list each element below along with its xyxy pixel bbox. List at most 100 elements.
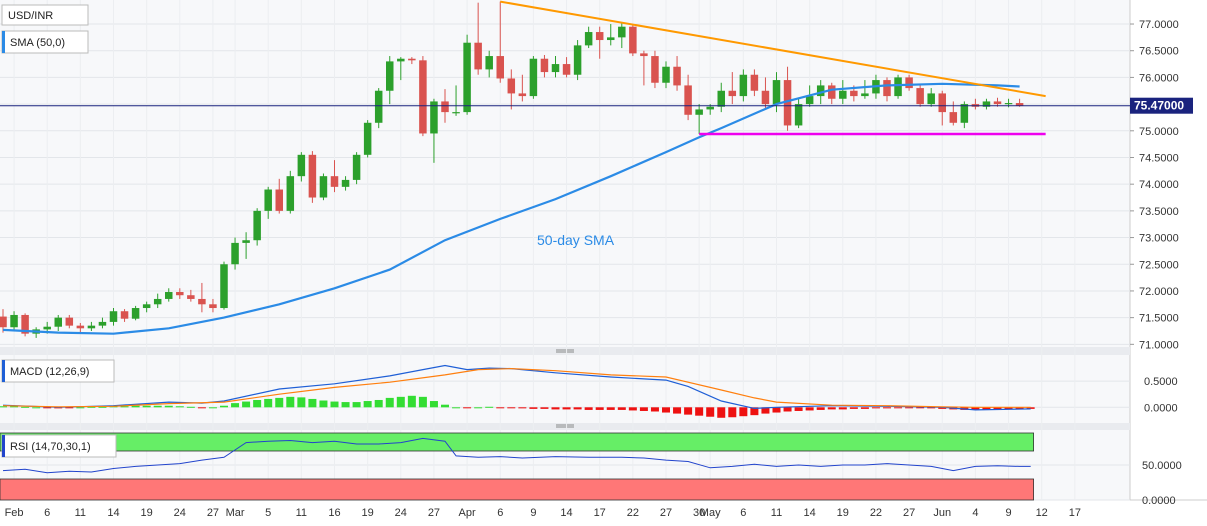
- candle: [176, 288, 184, 299]
- candle: [551, 56, 560, 78]
- macd-histogram-bar: [584, 407, 593, 410]
- candle: [153, 293, 162, 309]
- rsi-label[interactable]: RSI (14,70,30,1): [1, 434, 117, 458]
- macd-histogram-bar: [164, 405, 173, 408]
- x-tick-label: May: [700, 507, 721, 519]
- price-tick-label: 72.0000: [1139, 286, 1179, 298]
- macd-histogram-bar: [220, 405, 228, 408]
- price-tick-label: 77.0000: [1139, 19, 1179, 31]
- candle: [21, 313, 29, 337]
- macd-signal-line: [2, 367, 1031, 408]
- x-tick-label: 12: [1036, 507, 1048, 519]
- candle: [750, 69, 759, 97]
- candle: [982, 98, 991, 110]
- candle: [87, 321, 96, 331]
- candle: [0, 309, 7, 333]
- macd-histogram-bar: [728, 407, 737, 418]
- last-price-value: 75.47000: [1134, 99, 1184, 113]
- candle: [883, 77, 891, 102]
- candle: [618, 22, 626, 49]
- symbol-label[interactable]: USD/INR: [1, 4, 89, 26]
- price-tick-label: 71.5000: [1139, 313, 1179, 325]
- candle: [916, 85, 924, 107]
- x-tick-label: 6: [44, 507, 50, 519]
- rsi-splitter[interactable]: [0, 423, 1130, 430]
- candle: [584, 26, 593, 49]
- x-tick-label: 22: [870, 507, 882, 519]
- price-tick-label: 71.0000: [1139, 339, 1179, 351]
- macd-label[interactable]: MACD (12,26,9): [1, 359, 115, 383]
- macd-histogram-bar: [805, 407, 814, 411]
- macd-histogram-bar: [175, 406, 184, 408]
- macd-tick-label: 0.0000: [1144, 402, 1178, 414]
- macd-panel-bg: [0, 355, 1130, 423]
- rsi-oversold-zone: [0, 478, 1034, 501]
- macd-histogram-bar: [507, 407, 516, 409]
- x-tick-label: 27: [207, 507, 219, 519]
- macd-histogram-bar: [208, 407, 217, 409]
- candle: [684, 74, 692, 121]
- macd-histogram-bar: [120, 406, 129, 408]
- rsi-tick-label: 50.0000: [1142, 460, 1182, 472]
- macd-histogram-bar: [21, 406, 30, 408]
- candle: [927, 88, 935, 107]
- x-tick-label: 24: [174, 507, 186, 519]
- price-tick-label: 73.0000: [1139, 233, 1179, 245]
- macd-histogram-bar: [617, 407, 626, 410]
- macd-histogram-bar: [429, 401, 438, 408]
- sma-label[interactable]: SMA (50,0): [1, 30, 89, 54]
- macd-histogram-bar: [993, 407, 1002, 410]
- x-tick-label: 24: [395, 507, 407, 519]
- x-tick-label: 11: [75, 507, 86, 519]
- candle: [65, 314, 74, 329]
- candle: [419, 56, 427, 137]
- macd-histogram-bar: [650, 407, 659, 412]
- macd-histogram-bar: [1004, 407, 1013, 410]
- x-tick-label: 5: [265, 507, 271, 519]
- macd-histogram-bar: [297, 397, 306, 408]
- x-tick-label: Feb: [5, 507, 24, 519]
- candle: [363, 120, 372, 158]
- macd-histogram-bar: [153, 405, 162, 408]
- candle: [131, 305, 140, 321]
- macd-tick-label: 0.5000: [1144, 376, 1178, 388]
- macd-histogram-bar: [639, 407, 648, 411]
- macd-histogram-bar: [496, 407, 505, 409]
- candle: [794, 98, 803, 129]
- candle: [341, 176, 350, 191]
- candle: [209, 298, 217, 313]
- candle: [198, 282, 206, 313]
- macd-histogram-bar: [186, 406, 195, 408]
- x-tick-label: 11: [296, 507, 307, 519]
- candles: [0, 1, 1024, 338]
- candle: [673, 56, 681, 91]
- macd-axis-ticks: 0.0000 0.5000: [1144, 376, 1178, 414]
- macd-histogram-bar: [894, 407, 903, 409]
- candle: [308, 151, 317, 203]
- macd-histogram-bar: [938, 407, 947, 409]
- candle: [529, 56, 538, 99]
- macd-histogram-bar: [32, 407, 41, 409]
- macd-histogram-bar: [242, 401, 251, 408]
- x-tick-label: 19: [837, 507, 849, 519]
- x-tick-label: 17: [594, 507, 606, 519]
- macd-histogram-bar: [871, 407, 880, 409]
- macd-label-text: MACD (12,26,9): [10, 366, 89, 378]
- macd-splitter[interactable]: [0, 347, 1130, 355]
- x-gridlines: [13, 0, 1076, 500]
- rsi-axis-ticks: 0.0000 50.0000: [1142, 460, 1182, 507]
- candle: [474, 2, 482, 75]
- price-tick-label: 74.0000: [1139, 179, 1179, 191]
- macd-histogram-bar: [76, 407, 85, 409]
- x-tick-label: 19: [362, 507, 374, 519]
- macd-histogram-bar: [264, 398, 273, 408]
- macd-histogram-bar: [628, 407, 637, 411]
- macd-histogram-bar: [286, 396, 295, 408]
- macd-histogram-bar: [662, 407, 670, 413]
- x-tick-label: 22: [627, 507, 639, 519]
- x-tick-label: 9: [1005, 507, 1011, 519]
- price-axis-ticks: 71.0000 71.5000 72.0000 72.5000 73.0000 73.50…: [1130, 19, 1179, 351]
- x-tick-label: 14: [804, 507, 816, 519]
- candle: [651, 50, 659, 89]
